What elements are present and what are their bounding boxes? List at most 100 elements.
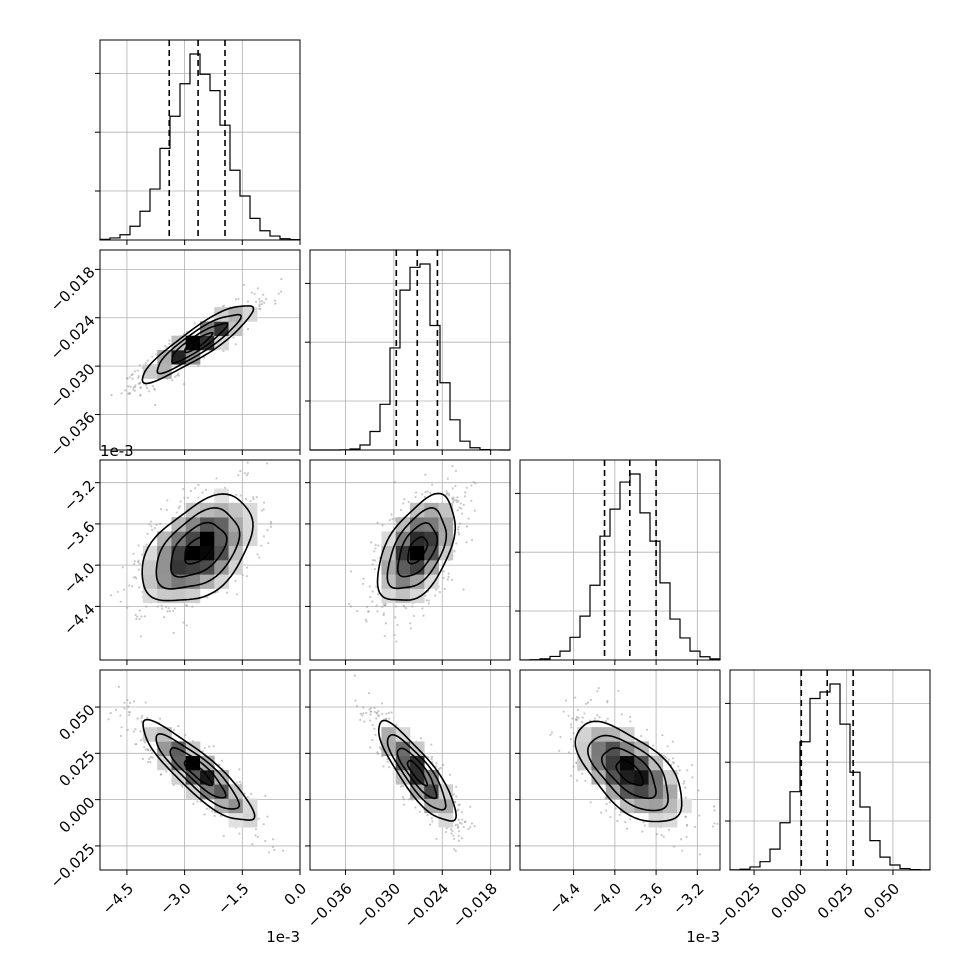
scatter-point [457, 531, 460, 534]
scatter-point [464, 491, 467, 494]
scatter-point [369, 596, 372, 599]
scatter-point [151, 756, 154, 759]
scatter-point [210, 453, 212, 455]
scatter-point [277, 292, 280, 295]
scatter-point [151, 355, 154, 358]
scatter-point [246, 461, 249, 464]
scatter-point [184, 733, 187, 737]
scatter-point [395, 640, 398, 643]
scatter-point [624, 820, 627, 824]
scatter-point [262, 823, 265, 826]
scatter-point [201, 491, 204, 494]
scatter-point [262, 508, 265, 511]
scatter-point [356, 609, 359, 613]
contour-line [169, 747, 227, 799]
scatter-point [301, 499, 303, 501]
scatter-point [567, 714, 570, 717]
scatter-point [131, 373, 134, 376]
contour-line [141, 305, 255, 385]
scatter-point [463, 495, 467, 498]
scatter-point [616, 819, 619, 823]
scatter-point [550, 731, 554, 734]
scatter-point [139, 739, 143, 742]
scatter-point [628, 818, 632, 821]
density-cell [200, 560, 215, 575]
scatter-point [364, 618, 367, 621]
density-cell [214, 574, 229, 589]
scatter-point [239, 469, 242, 473]
density-cell [171, 545, 187, 561]
scatter-point [140, 720, 143, 723]
scatter-point [234, 343, 237, 346]
scatter-point [549, 733, 552, 736]
scatter-point [402, 784, 405, 788]
scatter-point [150, 525, 153, 528]
scatter-point [242, 283, 245, 287]
scatter-point [453, 837, 456, 840]
y-tick-label: −4.0 [60, 559, 98, 597]
scatter-point [445, 490, 448, 493]
density-content [310, 460, 510, 660]
scatter-point [401, 795, 404, 799]
scatter-point [581, 772, 584, 775]
scatter-point [212, 745, 215, 748]
scatter-point [256, 287, 259, 290]
scatter-point [370, 706, 373, 710]
scatter-point [671, 740, 674, 743]
scatter-point [363, 720, 366, 723]
scatter-point [127, 385, 130, 388]
scatter-point [234, 579, 237, 583]
scatter-point [388, 766, 391, 769]
scatter-point [574, 696, 577, 699]
scatter-point [453, 499, 456, 502]
density-cell [410, 755, 425, 771]
density-cell [634, 755, 649, 771]
scatter-point [470, 499, 473, 503]
density-cell [648, 812, 664, 828]
scatter-point [238, 780, 242, 783]
density-cell [677, 798, 692, 814]
histogram-step [99, 53, 301, 241]
scatter-point [439, 766, 442, 770]
scatter-point [365, 711, 368, 715]
scatter-point [127, 710, 131, 714]
scatter-point [469, 805, 472, 808]
scatter-point [154, 404, 157, 407]
scatter-point [141, 553, 144, 556]
scatter-point [467, 517, 470, 520]
scatter-point [424, 473, 427, 476]
density-cell [228, 531, 244, 547]
scatter-point [365, 605, 369, 608]
x-tick-label: −0.025 [712, 880, 764, 932]
density-panel-4-3: −4.4 −4.0 −3.6 −3.2 [515, 669, 721, 918]
contour-line [586, 734, 669, 812]
scatter-point [447, 492, 450, 495]
scatter-point [265, 462, 268, 465]
scatter-point [354, 699, 357, 702]
scatter-point [146, 386, 149, 390]
y-tick-label: −0.018 [47, 263, 99, 315]
scatter-point [261, 300, 264, 303]
density-cell [620, 798, 635, 814]
scatter-point [713, 822, 716, 825]
scatter-point [132, 730, 135, 733]
scatter-point [376, 593, 380, 596]
scatter-point [470, 484, 473, 487]
scatter-point [260, 544, 263, 547]
scatter-point [583, 712, 586, 715]
scatter-point [431, 820, 434, 823]
scatter-point [409, 622, 412, 625]
scatter-point [208, 745, 211, 748]
hist-panel-4: −0.025 0.000 0.025 0.050 [712, 669, 931, 932]
scatter-point [146, 532, 149, 535]
scatter-point [456, 823, 459, 827]
scatter-point [359, 718, 362, 721]
scatter-point [119, 714, 122, 717]
x-tick-label: −3.0 [156, 880, 194, 918]
scatter-point [159, 507, 163, 511]
panel-frame [519, 459, 721, 661]
scatter-point [474, 482, 477, 485]
scatter-point [381, 605, 384, 608]
scatter-point [449, 828, 453, 831]
scatter-point [136, 615, 139, 618]
